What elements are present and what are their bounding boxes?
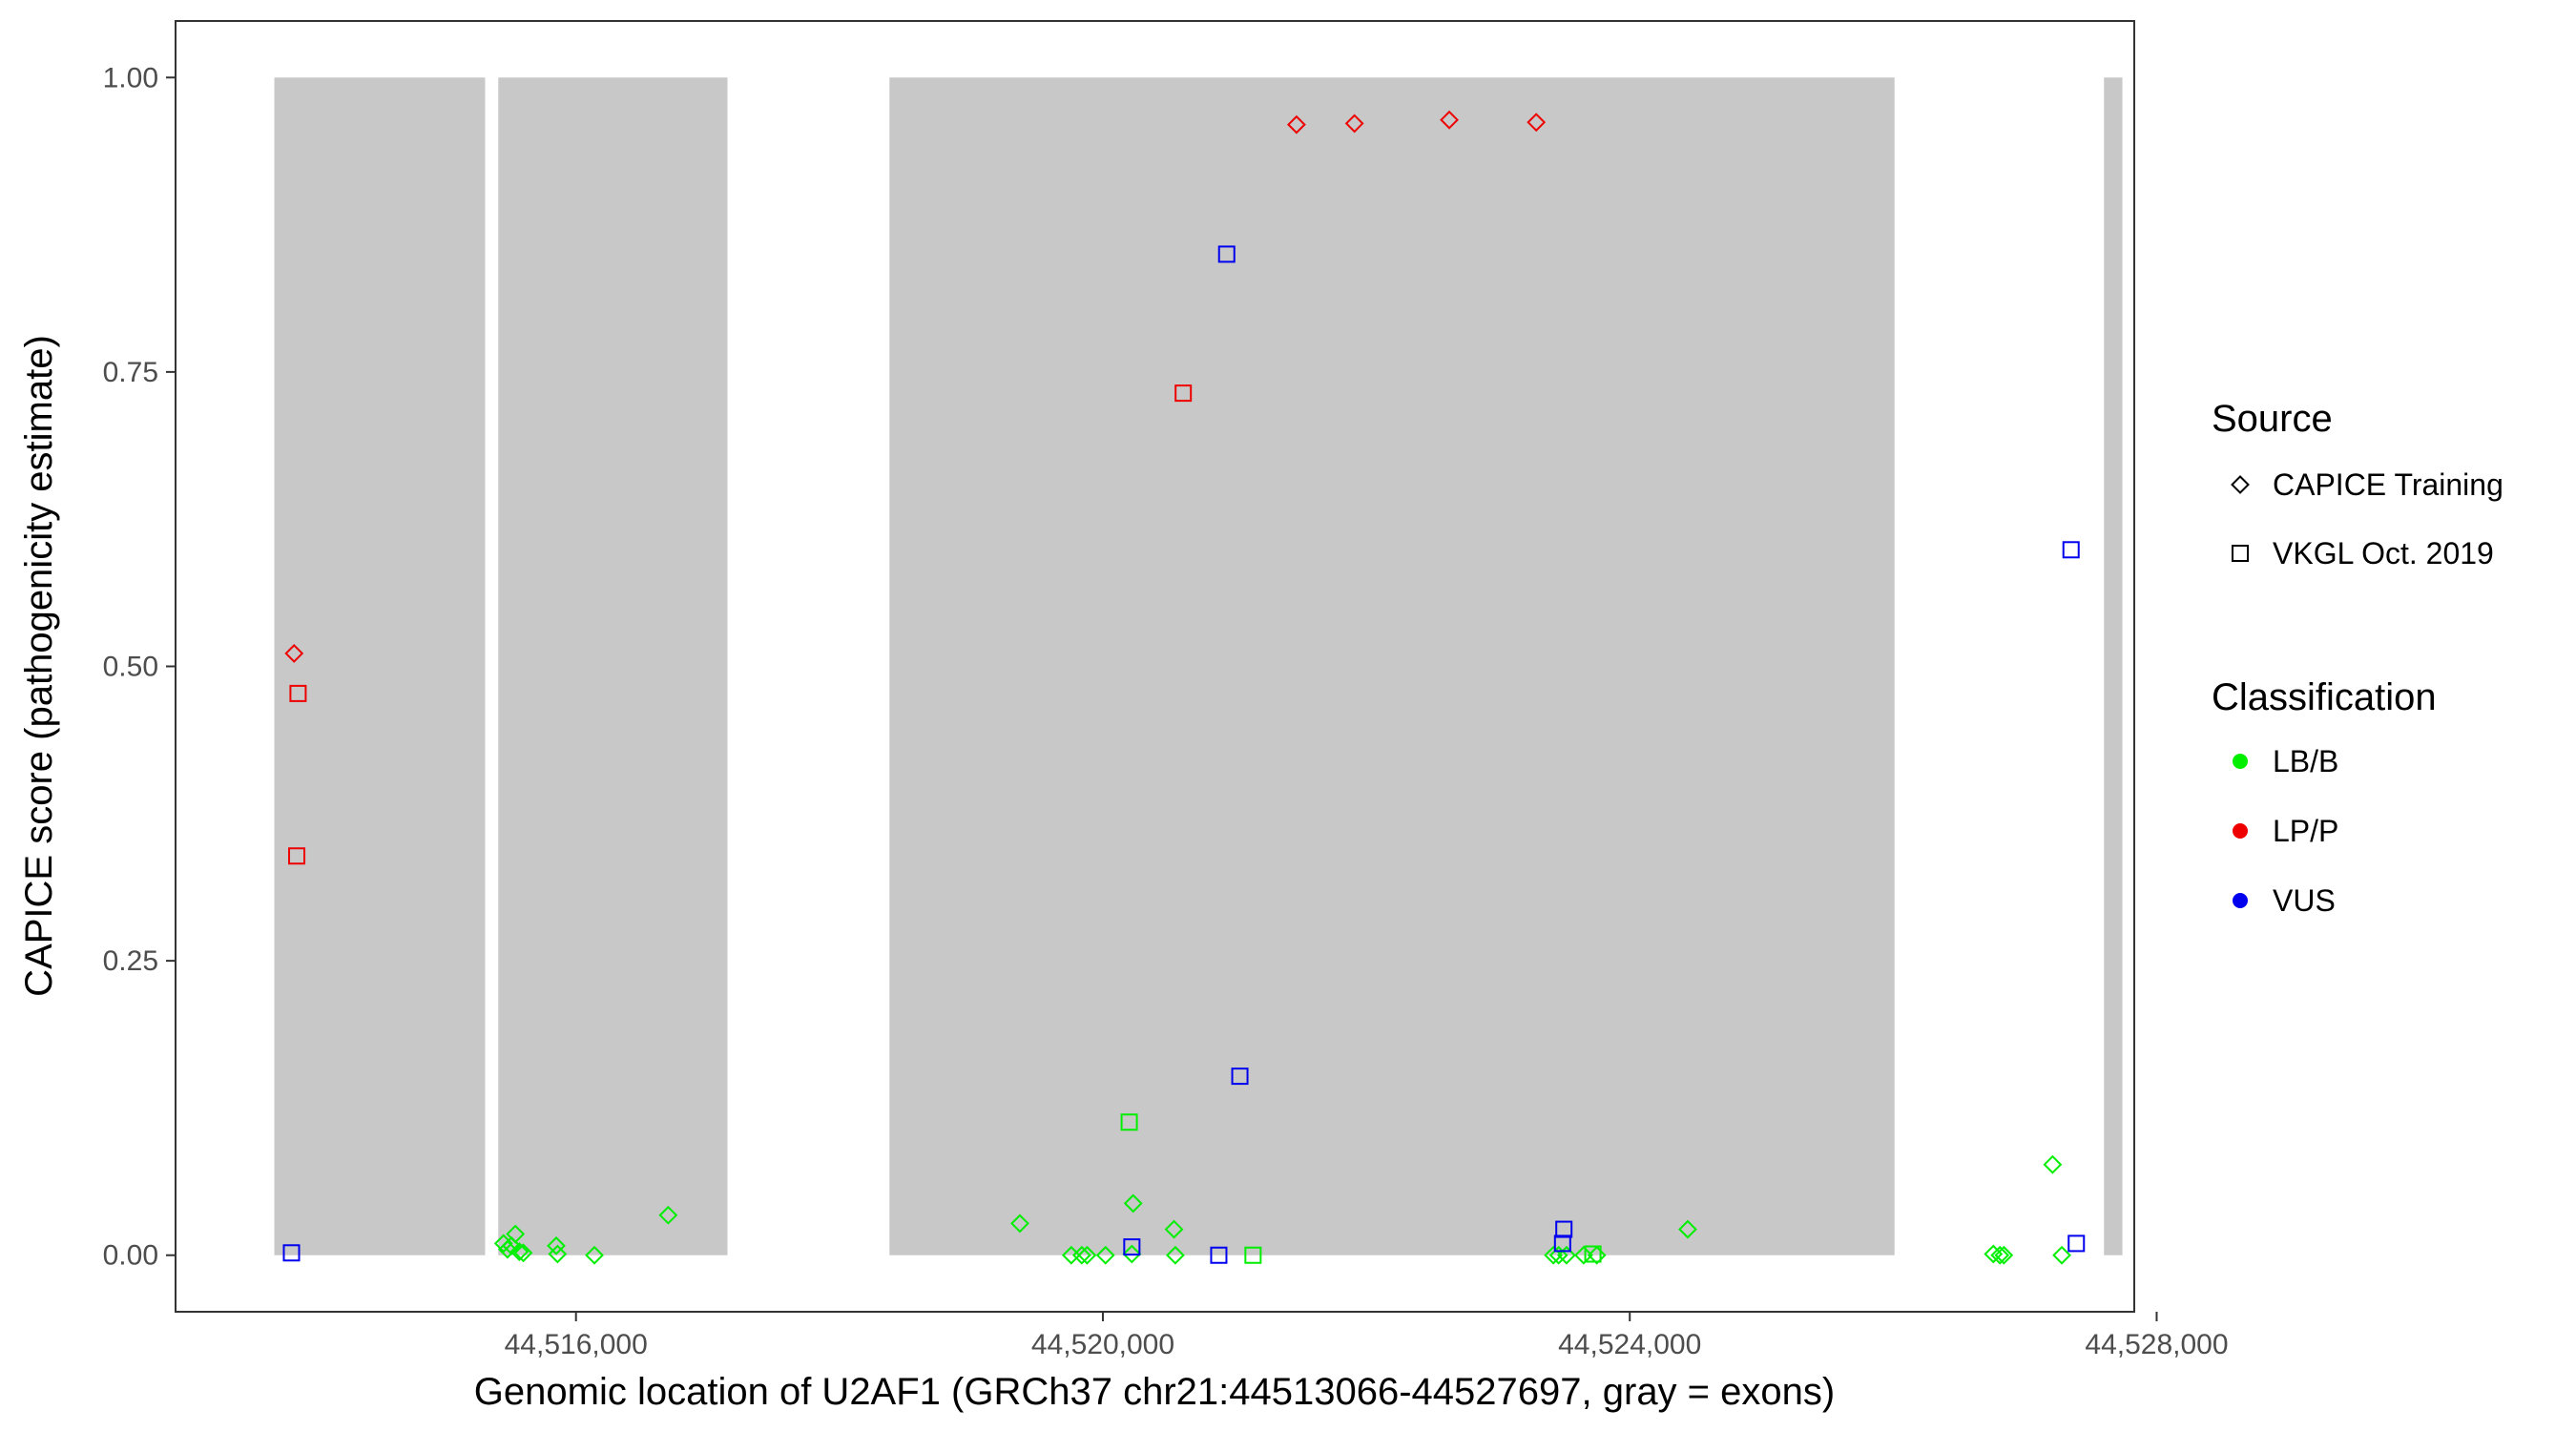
data-point-diamond bbox=[1557, 1245, 1576, 1265]
data-point-square bbox=[1231, 1068, 1249, 1086]
legend-class-label: VUS bbox=[2273, 883, 2336, 918]
exon-band bbox=[498, 77, 728, 1255]
data-point-diamond bbox=[498, 1239, 517, 1259]
x-tick-label: 44,520,000 bbox=[1031, 1329, 1174, 1360]
data-point-diamond bbox=[2052, 1245, 2071, 1265]
y-tick-label: 1.00 bbox=[103, 62, 158, 93]
data-point-diamond bbox=[1587, 1245, 1607, 1265]
data-point-square bbox=[1555, 1220, 1573, 1238]
legend-source-label: VKGL Oct. 2019 bbox=[2273, 536, 2494, 570]
x-axis-title: Genomic location of U2AF1 (GRCh37 chr21:… bbox=[474, 1371, 1835, 1413]
data-point-diamond bbox=[1010, 1213, 1029, 1234]
data-point-square bbox=[1553, 1234, 1571, 1253]
legend-source-label: CAPICE Training bbox=[2273, 467, 2503, 502]
data-point-diamond bbox=[1544, 1245, 1564, 1265]
x-tick-label: 44,528,000 bbox=[2085, 1329, 2228, 1360]
data-point-square bbox=[1174, 384, 1193, 403]
y-tick-label: 0.50 bbox=[103, 652, 158, 683]
data-point-diamond bbox=[1994, 1245, 2014, 1265]
data-point-diamond bbox=[548, 1244, 568, 1264]
x-tick-label: 44,524,000 bbox=[1558, 1329, 1701, 1360]
data-point-square bbox=[288, 847, 306, 865]
data-point-diamond bbox=[1527, 113, 1547, 133]
data-point-diamond bbox=[547, 1235, 566, 1255]
data-point-diamond bbox=[502, 1235, 521, 1255]
x-tick-label: 44,516,000 bbox=[505, 1329, 648, 1360]
data-point-square bbox=[289, 684, 307, 702]
legend-color-key bbox=[2233, 893, 2248, 908]
legend-class-label: LB/B bbox=[2273, 744, 2338, 778]
exon-band bbox=[274, 77, 486, 1255]
axes: 44,516,000 44,520,000 44,524,000 44,528,000… bbox=[103, 62, 2229, 1360]
y-tick-label: 0.25 bbox=[103, 945, 158, 977]
data-point-diamond bbox=[1548, 1245, 1568, 1265]
exon-bands bbox=[274, 77, 2123, 1255]
data-point-diamond bbox=[506, 1224, 526, 1244]
data-point-square bbox=[1584, 1245, 1602, 1263]
y-axis-title: CAPICE score (pathogenicity estimate) bbox=[18, 335, 60, 997]
data-point-diamond bbox=[658, 1205, 678, 1225]
legend-color-key bbox=[2233, 754, 2248, 769]
data-point-diamond bbox=[1165, 1245, 1185, 1265]
data-point-diamond bbox=[1123, 1193, 1143, 1213]
data-point-diamond bbox=[1573, 1245, 1593, 1265]
data-point-square bbox=[1120, 1113, 1138, 1131]
data-point-square bbox=[1244, 1246, 1262, 1264]
exon-band bbox=[2104, 77, 2123, 1255]
data-point-diamond bbox=[1071, 1245, 1091, 1265]
data-point-diamond bbox=[1678, 1219, 1697, 1239]
data-point-diamond bbox=[509, 1242, 530, 1261]
y-tick-label: 0.00 bbox=[103, 1240, 158, 1272]
legend-source-title: Source bbox=[2212, 398, 2333, 440]
data-point-diamond bbox=[1122, 1244, 1142, 1264]
data-point-diamond bbox=[1990, 1245, 2010, 1265]
legend-classification-title: Classification bbox=[2212, 676, 2437, 718]
data-point-diamond bbox=[1095, 1245, 1115, 1265]
legend-square-key bbox=[2232, 545, 2249, 562]
legend-color-key bbox=[2233, 823, 2248, 839]
data-point-square bbox=[282, 1244, 301, 1262]
data-point-diamond bbox=[513, 1243, 533, 1263]
exon-band bbox=[889, 77, 1895, 1255]
data-point-diamond bbox=[2043, 1154, 2063, 1174]
data-points bbox=[282, 110, 2086, 1265]
data-point-diamond bbox=[585, 1245, 604, 1265]
y-tick-label: 0.75 bbox=[103, 357, 158, 388]
legend-class-label: LP/P bbox=[2273, 814, 2338, 848]
data-point-diamond bbox=[1440, 110, 1459, 130]
data-point-square bbox=[1217, 245, 1236, 263]
data-point-square bbox=[2067, 1234, 2086, 1253]
data-point-diamond bbox=[1164, 1219, 1184, 1239]
data-point-diamond bbox=[1287, 114, 1306, 135]
data-point-diamond bbox=[284, 644, 304, 663]
data-point-square bbox=[2062, 541, 2080, 559]
data-point-diamond bbox=[1344, 114, 1364, 134]
data-point-square bbox=[1210, 1246, 1228, 1264]
legend-diamond-key bbox=[2231, 475, 2250, 494]
data-point-diamond bbox=[1077, 1245, 1097, 1265]
data-point-square bbox=[1123, 1238, 1141, 1256]
legend: Source CAPICE Training VKGL Oct. 2019 Cla… bbox=[2212, 398, 2503, 918]
